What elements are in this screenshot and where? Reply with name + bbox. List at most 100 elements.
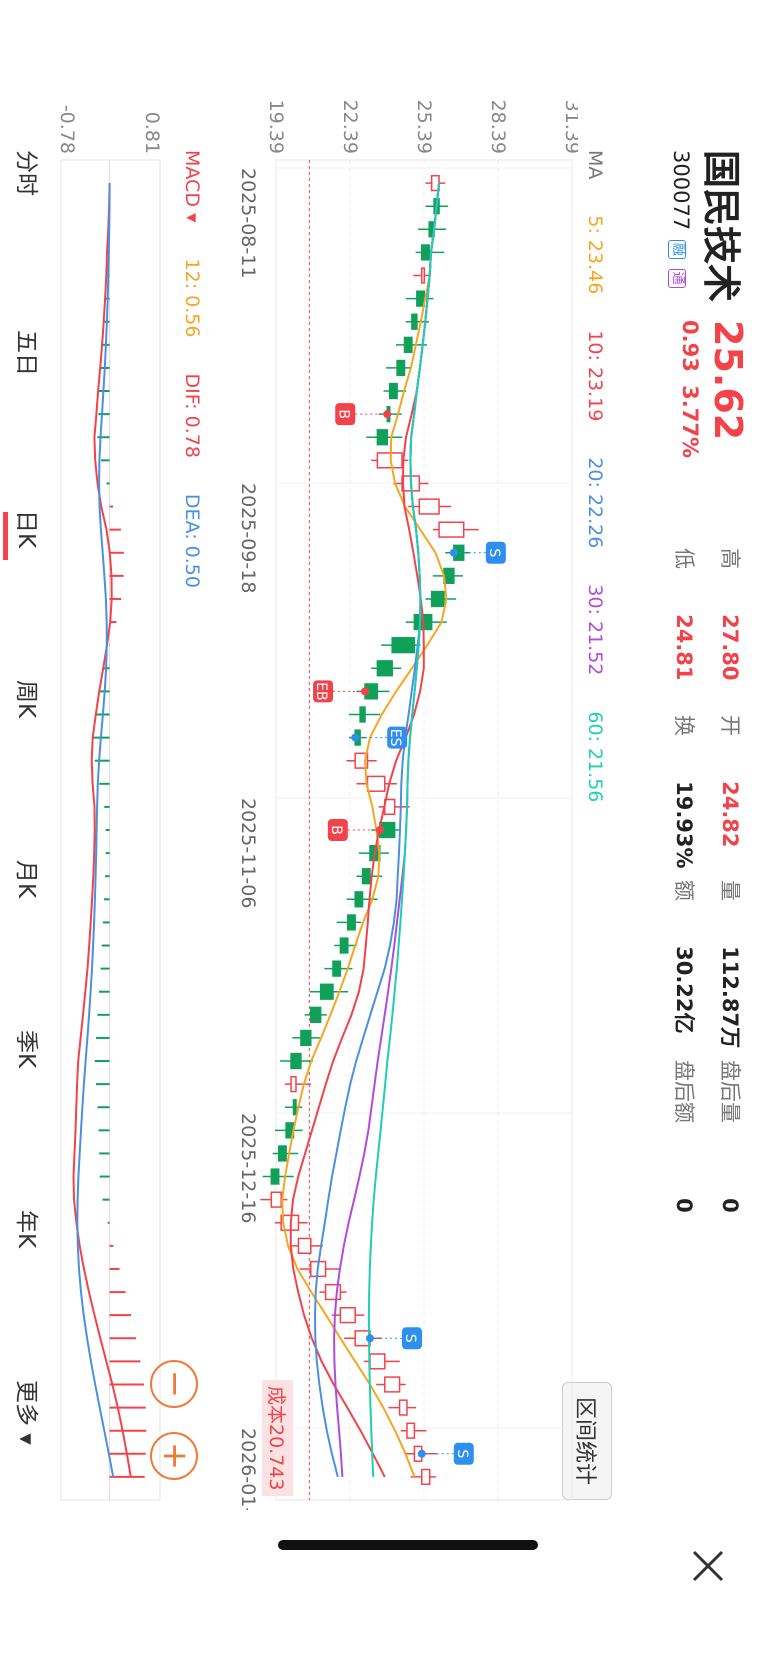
macd-dif-value: DIF: 0.78 xyxy=(181,373,203,458)
tab-monthly-k[interactable]: 月K xyxy=(13,860,39,899)
stock-code: 300077 xyxy=(669,150,693,231)
active-tab-indicator xyxy=(3,512,8,560)
candle-down xyxy=(361,868,371,885)
candle-down xyxy=(332,960,342,977)
tab-five-day[interactable]: 五日 xyxy=(13,330,39,376)
signal-label: B xyxy=(335,409,351,419)
ma5-value: 5: 23.46 xyxy=(584,215,606,295)
ma10-value: 10: 23.19 xyxy=(584,330,606,422)
tab-weekly-k[interactable]: 周K xyxy=(13,680,39,719)
tab-yearly-k[interactable]: 年K xyxy=(13,1210,39,1249)
signal-badge xyxy=(453,1442,474,1465)
stock-name: 国民技术 xyxy=(699,150,743,303)
price-change: 0.93 xyxy=(678,320,702,372)
signal-badge xyxy=(387,726,408,749)
candle-down xyxy=(292,1099,297,1116)
candle-down xyxy=(310,1006,322,1023)
cost-badge: 成本20.743 xyxy=(262,1380,293,1497)
tab-more[interactable]: 更多 ▾ xyxy=(13,1380,39,1445)
signal-label: S xyxy=(454,1449,470,1458)
signal-label: S xyxy=(486,548,502,557)
signal-dot xyxy=(375,826,384,834)
macd-frame xyxy=(60,159,161,1501)
ma-legend: MA 5: 23.46 10: 23.19 20: 22.26 30: 21.5… xyxy=(584,150,606,802)
signal-badge xyxy=(335,403,356,426)
candle-up xyxy=(290,1075,297,1093)
candle-down xyxy=(403,336,413,353)
macd-dea-value: DEA: 0.50 xyxy=(181,493,203,588)
price-change-pct: 3.77% xyxy=(678,385,702,458)
candle-up xyxy=(297,1237,312,1255)
candle-down xyxy=(388,382,398,400)
ma60-value: 60: 21.56 xyxy=(584,711,606,803)
close-icon-glyph xyxy=(692,1550,724,1582)
candle-down xyxy=(391,637,416,654)
macd-dropdown[interactable]: MACD ▾ xyxy=(181,150,203,223)
macd-chart[interactable]: 0.81 -0.78 xyxy=(53,90,168,1510)
stock-code-row: 300077 融 通 xyxy=(668,150,693,302)
x-tick-label: 2025-08-11 xyxy=(237,168,259,278)
y-tick-label: 25.39 xyxy=(413,100,435,154)
candle-down xyxy=(270,1168,280,1185)
zoom-in-button[interactable]: + xyxy=(150,1432,198,1480)
signal-label: S xyxy=(402,1334,418,1343)
signal-dot xyxy=(383,410,392,419)
tab-daily-k[interactable]: 日K xyxy=(13,510,39,549)
signal-label: B xyxy=(328,825,344,835)
candle-down xyxy=(376,429,388,446)
ma-line-10 xyxy=(289,182,440,1478)
candle-down xyxy=(376,660,393,677)
current-price: 25.62 xyxy=(706,320,750,441)
margin-tag: 融 xyxy=(668,239,686,259)
ma30-value: 30: 21.52 xyxy=(584,584,606,676)
price-change-row: 0.93 3.77% xyxy=(678,320,702,458)
macd-12-value: 12: 0.56 xyxy=(181,258,203,338)
y-tick-label: 28.39 xyxy=(487,100,509,154)
candle-up xyxy=(369,1353,386,1370)
candle-down xyxy=(396,359,406,377)
candle-down xyxy=(359,706,366,723)
candle-down xyxy=(319,983,334,1000)
ma-line-60 xyxy=(367,182,440,1477)
signal-dot xyxy=(365,1334,374,1343)
candle-up xyxy=(421,1468,431,1486)
price-block: 25.62 0.93 3.77% xyxy=(678,320,750,458)
signal-dot xyxy=(417,1449,426,1458)
candle-up xyxy=(398,1399,408,1416)
macd-legend: MACD ▾ 12: 0.56 DIF: 0.78 DEA: 0.50 xyxy=(181,150,203,588)
macd-tick-label: -0.78 xyxy=(56,105,78,154)
signal-dot xyxy=(449,548,458,557)
candle-up xyxy=(421,267,425,284)
stat-after-amount: 盘后额 0 xyxy=(672,1060,696,1213)
x-tick-label: 2025-12-16 xyxy=(237,1113,259,1223)
candle-up xyxy=(270,1191,282,1208)
x-tick-label: 2025-09-18 xyxy=(237,483,259,593)
y-tick-label: 31.39 xyxy=(561,100,578,154)
zoom-out-button[interactable]: − xyxy=(150,1360,198,1408)
candle-down xyxy=(354,891,364,908)
signal-badge xyxy=(327,819,348,841)
y-tick-label: 22.39 xyxy=(339,100,361,154)
candlestick-chart[interactable]: 31.39 28.39 25.39 22.39 19.39 2025-08-11 2025-… xyxy=(228,90,578,1510)
stat-after-volume: 盘后量 0 xyxy=(718,1060,742,1213)
macd-dea-line xyxy=(76,183,115,1478)
macd-tick-label: 0.81 xyxy=(141,112,163,154)
candle-down xyxy=(339,937,349,954)
close-icon[interactable] xyxy=(688,1546,728,1586)
home-indicator xyxy=(278,1540,538,1550)
candle-down xyxy=(277,1145,287,1162)
signal-badge xyxy=(401,1327,422,1350)
period-tabs: 分时 五日 日K 周K 月K 季K 年K 更多 ▾ xyxy=(3,0,46,1530)
candle-up xyxy=(406,1422,416,1439)
stat-high: 高 27.80 xyxy=(718,548,742,681)
x-tick-label: 2026-01-28 xyxy=(237,1428,259,1510)
ma-label: MA xyxy=(584,150,606,180)
stat-turnover: 换 19.93% xyxy=(672,715,696,869)
tab-quarterly-k[interactable]: 季K xyxy=(13,1030,39,1069)
tab-intraday[interactable]: 分时 xyxy=(13,150,39,196)
candle-up xyxy=(418,498,440,515)
signal-dot xyxy=(361,687,370,696)
candle-down xyxy=(347,914,356,931)
signal-dot xyxy=(351,733,360,742)
